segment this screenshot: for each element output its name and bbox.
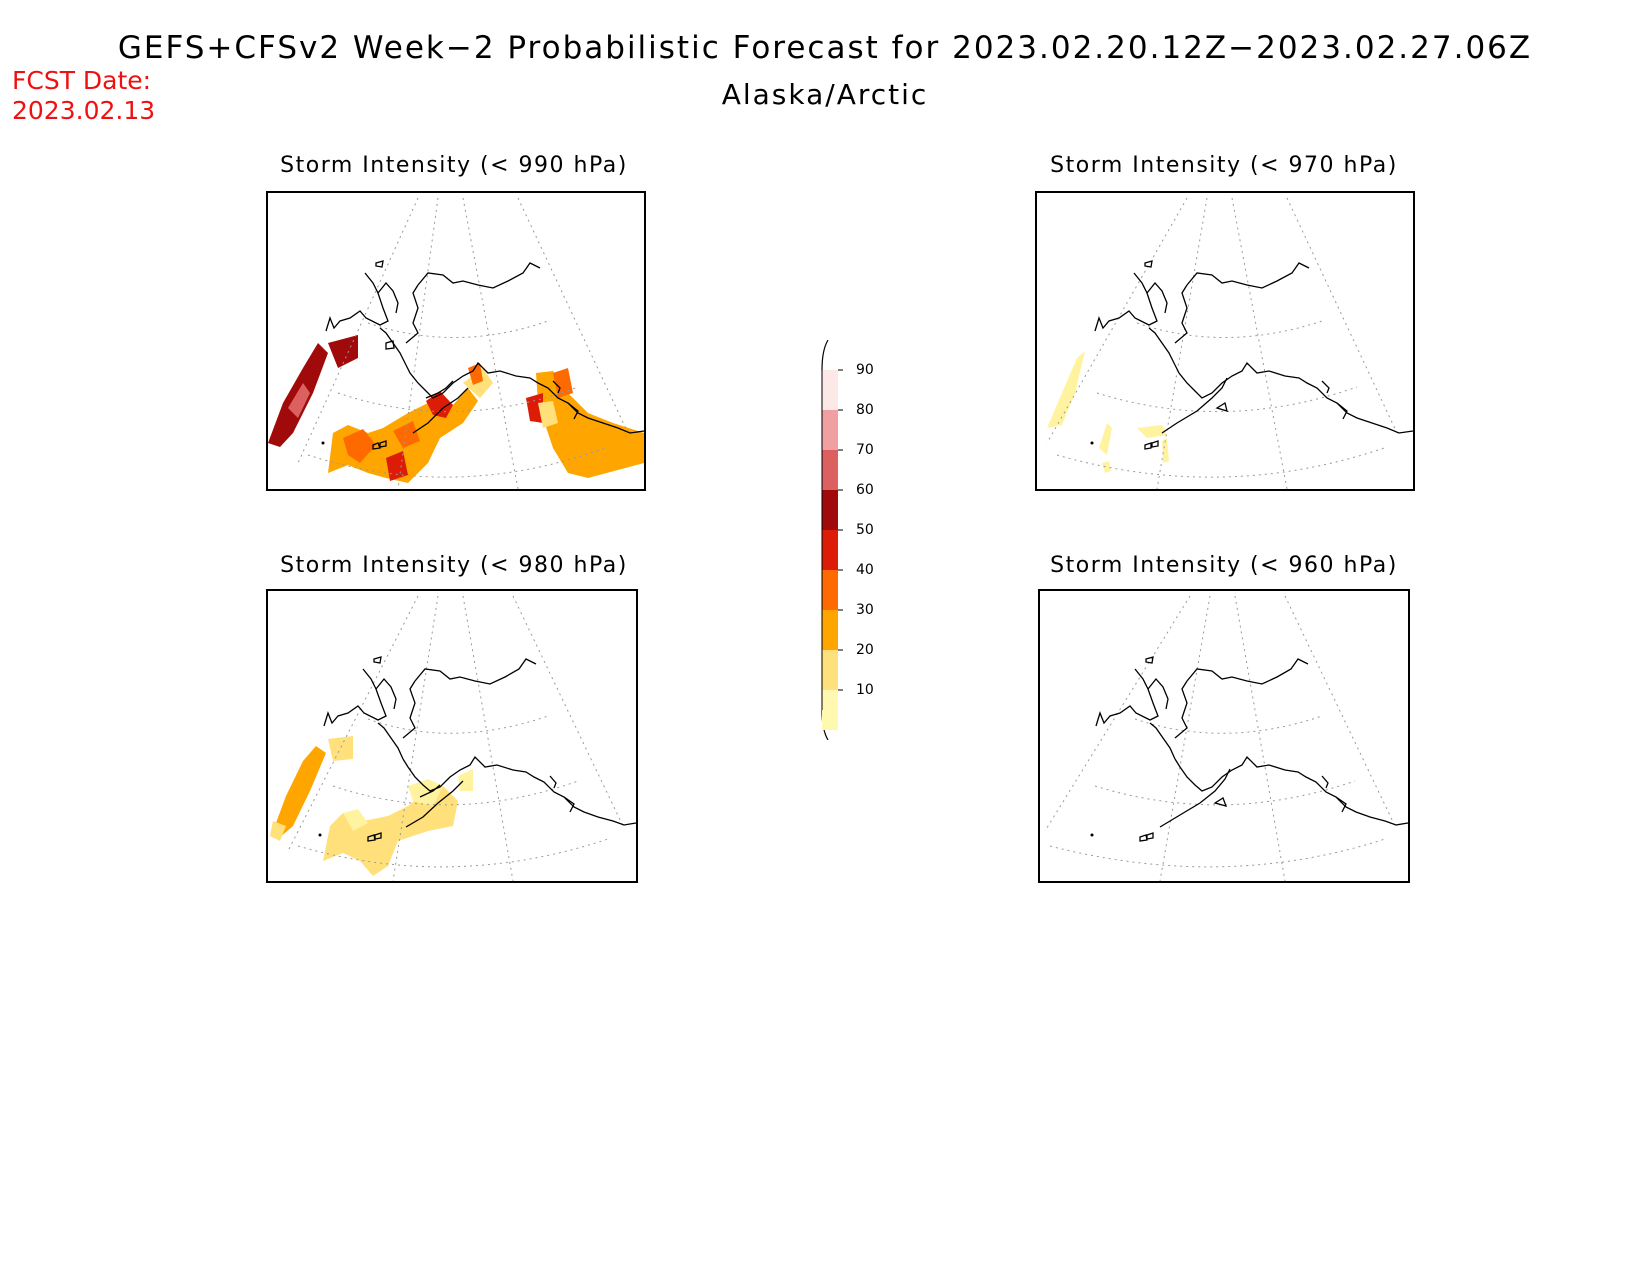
legend-colorbar [821, 339, 843, 741]
probability-shading-980 [270, 736, 473, 876]
legend-label: 60 [856, 482, 874, 498]
map-960 [1044, 595, 1408, 881]
coastline-970 [1094, 260, 1413, 450]
main-title: GEFS+CFSv2 Week−2 Probabilistic Forecast… [117, 30, 1533, 66]
probability-shading-970 [1047, 351, 1169, 473]
legend-band [822, 650, 838, 690]
legend-band [822, 530, 838, 570]
coastline-960 [1095, 656, 1408, 842]
panel-title-970: Storm Intensity (< 970 hPa) [1050, 153, 1398, 178]
legend-band [822, 370, 838, 410]
fcst-date-value: 2023.02.13 [12, 96, 156, 125]
legend-band [822, 610, 838, 650]
coastline-980 [323, 656, 636, 842]
legend-label: 20 [856, 642, 874, 658]
map-panel-970 [1035, 191, 1415, 491]
graticule-980 [287, 595, 624, 881]
forecast-date-block: FCST Date: 2023.02.13 [12, 66, 155, 126]
map-panel-980 [266, 589, 638, 883]
map-980 [270, 595, 636, 881]
legend-band [822, 490, 838, 530]
legend-band [822, 410, 838, 450]
panel-title-960: Storm Intensity (< 960 hPa) [1050, 553, 1398, 578]
legend-label: 10 [856, 682, 874, 698]
map-970 [1046, 197, 1413, 489]
probability-shading-990 [268, 335, 644, 483]
graticule-960 [1044, 595, 1396, 881]
legend-label: 90 [856, 362, 874, 378]
legend-label: 70 [856, 442, 874, 458]
region-label: Alaska/Arctic [721, 78, 929, 111]
graticule-970 [1046, 197, 1398, 489]
probability-legend: 90 80 70 60 50 40 30 20 10 [820, 330, 880, 744]
map-panel-990 [266, 191, 646, 491]
legend-label: 40 [856, 562, 874, 578]
legend-label: 50 [856, 522, 874, 538]
legend-band [822, 450, 838, 490]
panel-title-990: Storm Intensity (< 990 hPa) [280, 153, 628, 178]
graticule-990 [297, 197, 629, 489]
legend-label: 30 [856, 602, 874, 618]
legend-band [822, 690, 838, 730]
map-990 [268, 197, 644, 489]
legend-label: 80 [856, 402, 874, 418]
map-panel-960 [1038, 589, 1410, 883]
fcst-date-label: FCST Date: [12, 66, 152, 95]
coastline-990 [325, 260, 644, 450]
legend-band [822, 570, 838, 610]
panel-title-980: Storm Intensity (< 980 hPa) [280, 553, 628, 578]
